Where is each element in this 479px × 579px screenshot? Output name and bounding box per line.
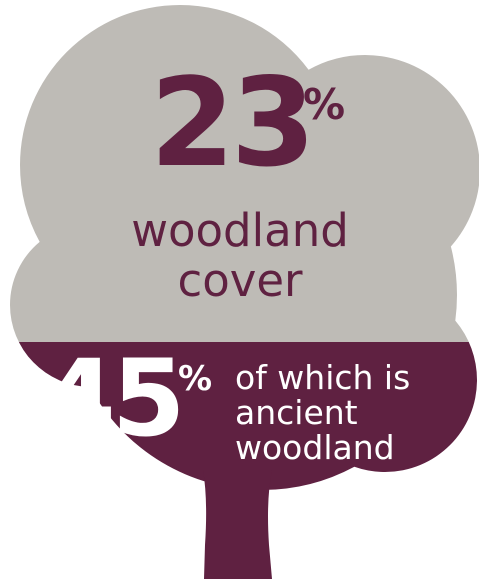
woodland-cover-label-line2: cover xyxy=(177,254,303,307)
woodland-cover-label-line1: woodland xyxy=(131,204,349,257)
ancient-woodland-label-line2: ancient xyxy=(235,393,358,432)
ancient-woodland-value: 45 xyxy=(42,337,186,460)
ancient-woodland-label-line1: of which is xyxy=(235,358,411,397)
ancient-woodland-label-line3: woodland xyxy=(235,428,395,467)
woodland-cover-value: 23 xyxy=(150,52,316,194)
woodland-cover-label: woodland cover xyxy=(105,206,375,306)
canopy-light xyxy=(10,5,479,342)
woodland-cover-percent-sign: % xyxy=(303,80,346,129)
tree-trunk xyxy=(203,470,272,579)
ancient-woodland-label: of which is ancient woodland xyxy=(235,360,410,465)
ancient-woodland-percent-sign: % xyxy=(178,359,213,399)
